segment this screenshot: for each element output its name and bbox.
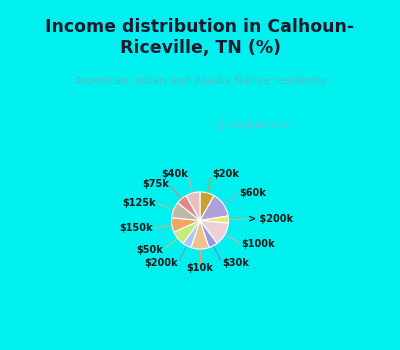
Text: $100k: $100k	[242, 239, 275, 249]
Text: $30k: $30k	[222, 258, 249, 268]
Text: $50k: $50k	[136, 245, 163, 255]
Text: American Indian and Alaska Native residents: American Indian and Alaska Native reside…	[75, 76, 325, 86]
Wedge shape	[200, 220, 228, 243]
Wedge shape	[186, 192, 200, 220]
Text: $200k: $200k	[144, 258, 178, 268]
Wedge shape	[200, 216, 228, 223]
Wedge shape	[200, 196, 228, 220]
Text: ⓘ City-Data.com: ⓘ City-Data.com	[218, 121, 291, 130]
Wedge shape	[172, 203, 200, 220]
Text: $125k: $125k	[122, 198, 156, 208]
Text: $150k: $150k	[119, 223, 153, 233]
Wedge shape	[183, 220, 200, 247]
Text: $10k: $10k	[186, 263, 214, 273]
Text: $20k: $20k	[212, 169, 239, 180]
Text: $40k: $40k	[161, 169, 188, 180]
Text: $60k: $60k	[239, 188, 266, 198]
Wedge shape	[172, 218, 200, 232]
Wedge shape	[191, 220, 209, 249]
Wedge shape	[174, 220, 200, 243]
Wedge shape	[200, 220, 217, 247]
Text: Income distribution in Calhoun-
Riceville, TN (%): Income distribution in Calhoun- Ricevill…	[45, 18, 355, 57]
Wedge shape	[178, 196, 200, 220]
Wedge shape	[200, 192, 214, 220]
Text: $75k: $75k	[142, 179, 169, 189]
Text: > $200k: > $200k	[248, 214, 293, 224]
